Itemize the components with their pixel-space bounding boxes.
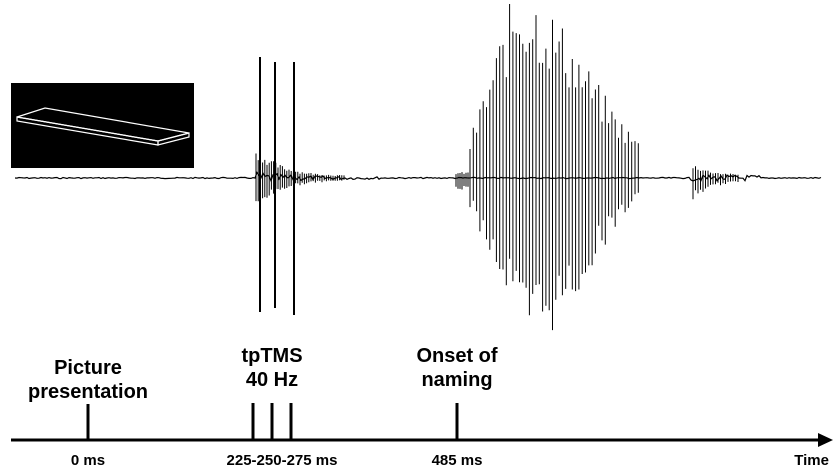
event-tptms: tpTMS 40 Hz	[241, 345, 302, 391]
audio-waveform	[14, 4, 822, 331]
time-axis: 0 ms 225-250-275 ms 485 ms Time	[11, 403, 833, 469]
stimulus-picture	[11, 83, 194, 168]
time-axis-arrowhead	[818, 433, 833, 447]
onset-label-line2: naming	[421, 369, 492, 391]
tms-label-line2: 40 Hz	[246, 369, 298, 391]
waveform-bursts	[255, 4, 739, 331]
picture-label-line2: presentation	[28, 381, 148, 403]
plank-outline-icon	[16, 107, 190, 146]
tms-pulse-artifacts	[259, 57, 295, 315]
tick-label-0: 0 ms	[71, 452, 105, 469]
tms-label-line1: tpTMS	[241, 345, 302, 367]
picture-label-line1: Picture	[54, 357, 122, 379]
picture-background	[11, 83, 194, 168]
axis-label-time: Time	[794, 452, 829, 469]
tick-label-tms: 225-250-275 ms	[227, 452, 338, 469]
waveform-baseline	[14, 171, 822, 183]
event-picture-presentation: Picture presentation	[28, 357, 148, 403]
event-onset-naming: Onset of naming	[416, 345, 497, 391]
onset-label-line1: Onset of	[416, 345, 497, 367]
tick-label-onset: 485 ms	[432, 452, 483, 469]
